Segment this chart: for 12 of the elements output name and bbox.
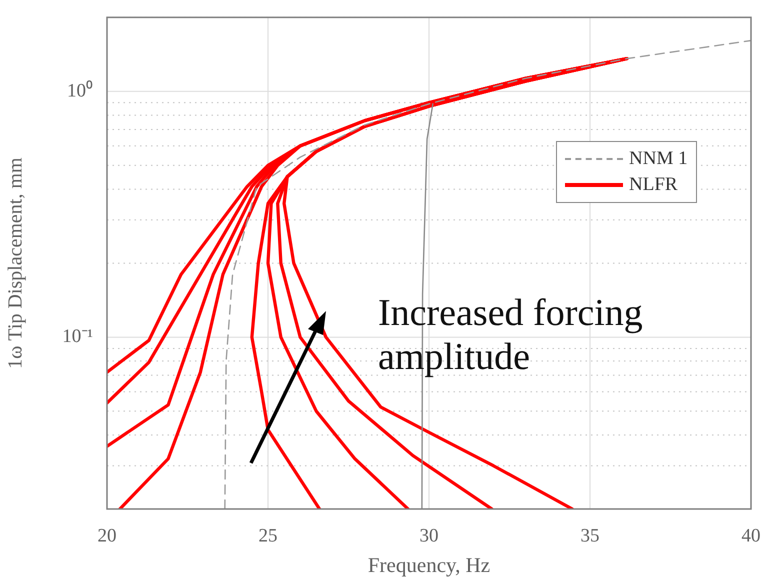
y-tick-label: 10⁻¹ xyxy=(62,326,94,348)
x-axis-title: Frequency, Hz xyxy=(368,552,490,577)
x-tick-label: 25 xyxy=(258,525,278,546)
x-tick-label: 30 xyxy=(420,525,438,546)
legend-label: NNM 1 xyxy=(629,148,688,170)
legend-label: NLFR xyxy=(629,174,678,196)
x-tick-label: 35 xyxy=(580,525,600,546)
y-axis-title: 1ω Tip Displacement, mm xyxy=(4,157,26,369)
x-tick-label: 40 xyxy=(742,525,760,546)
x-tick-label: 20 xyxy=(98,525,116,546)
y-tick-label: 10⁰ xyxy=(67,79,93,102)
annotation: Increased forcing amplitude xyxy=(378,292,644,380)
